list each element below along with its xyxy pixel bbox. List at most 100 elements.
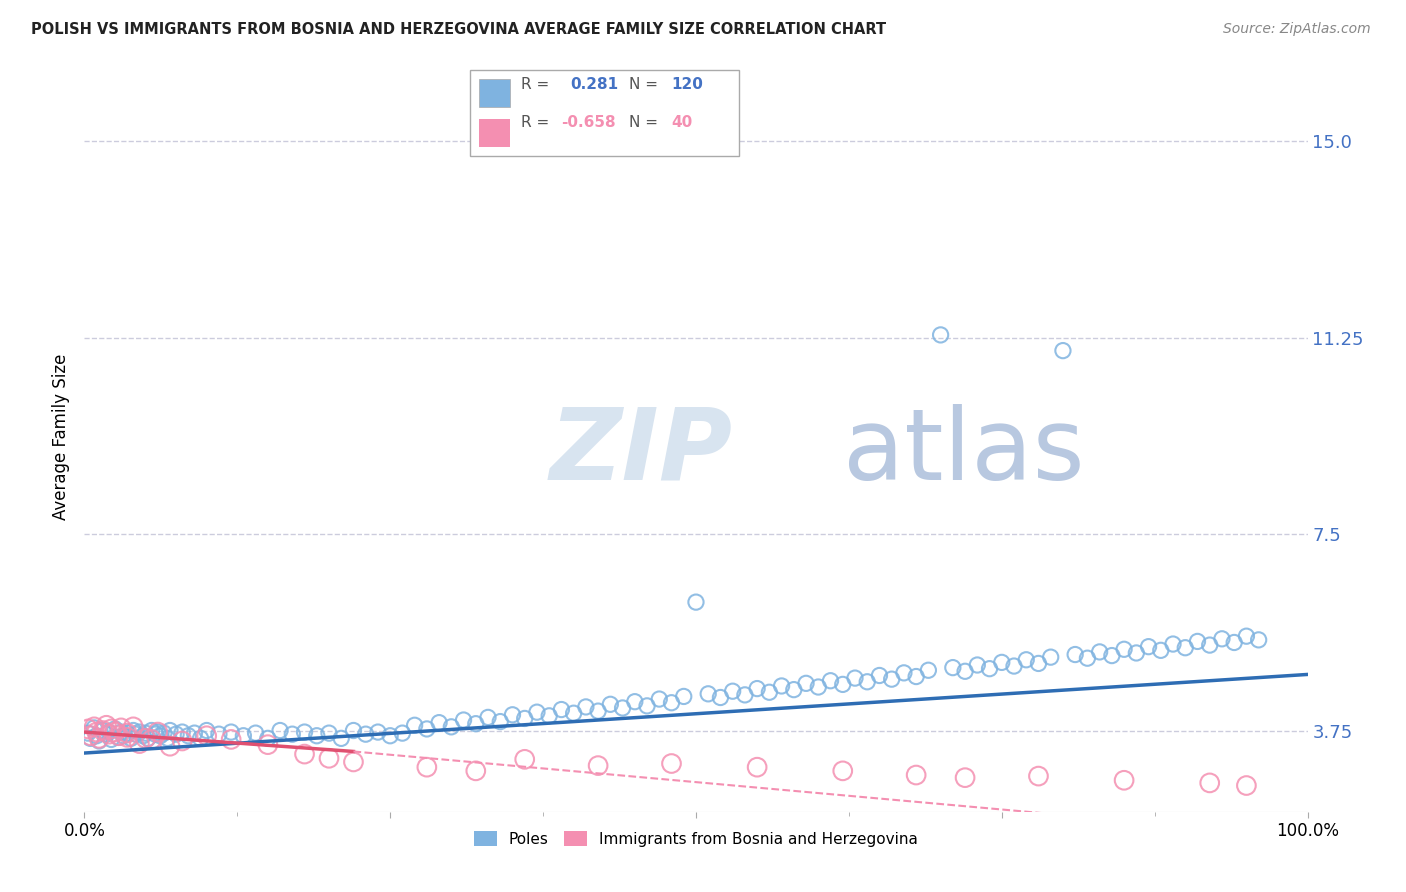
Point <box>87 731 110 746</box>
Point <box>96 727 118 741</box>
Text: N =: N = <box>628 78 658 93</box>
Point <box>1161 637 1184 651</box>
Point <box>709 690 731 705</box>
Point <box>1198 776 1220 790</box>
Point <box>97 725 120 739</box>
Point <box>107 731 129 745</box>
Point <box>1114 642 1136 657</box>
Point <box>159 723 181 738</box>
Point <box>1198 638 1220 652</box>
Point <box>294 725 316 739</box>
Point <box>330 731 353 746</box>
Point <box>318 751 340 765</box>
Point <box>100 722 122 736</box>
Text: Source: ZipAtlas.com: Source: ZipAtlas.com <box>1223 22 1371 37</box>
Point <box>128 725 150 739</box>
Point <box>953 665 976 679</box>
Point <box>416 722 439 736</box>
Point <box>747 681 769 696</box>
Point <box>489 714 512 729</box>
Point <box>880 672 903 686</box>
Point <box>427 715 450 730</box>
Point <box>141 732 163 747</box>
Point <box>269 723 291 738</box>
Point <box>538 709 561 723</box>
Point <box>661 756 683 771</box>
Point <box>77 722 100 736</box>
Text: 120: 120 <box>672 78 703 93</box>
Point <box>905 768 928 782</box>
Point <box>513 711 536 725</box>
Point <box>856 674 879 689</box>
Point <box>149 729 172 743</box>
Point <box>305 729 328 743</box>
Point <box>636 698 658 713</box>
Point <box>91 723 114 738</box>
Point <box>747 760 769 774</box>
Point <box>1150 643 1173 657</box>
Point <box>165 727 187 741</box>
Point <box>1137 640 1160 654</box>
Point <box>120 731 142 746</box>
Point <box>502 707 524 722</box>
Point <box>96 718 118 732</box>
Point <box>1223 635 1246 649</box>
Point <box>146 725 169 739</box>
Point <box>685 595 707 609</box>
Point <box>783 682 806 697</box>
Point <box>1247 632 1270 647</box>
Point <box>172 725 194 739</box>
Point <box>294 747 316 761</box>
Point <box>281 727 304 741</box>
Text: atlas: atlas <box>842 403 1084 500</box>
Point <box>208 727 231 741</box>
Point <box>1052 343 1074 358</box>
Legend: Poles, Immigrants from Bosnia and Herzegovina: Poles, Immigrants from Bosnia and Herzeg… <box>468 824 924 853</box>
Point <box>844 671 866 685</box>
Point <box>107 729 129 743</box>
Point <box>177 729 200 743</box>
Point <box>477 710 499 724</box>
Point <box>905 669 928 683</box>
Point <box>1002 659 1025 673</box>
Point <box>153 726 176 740</box>
Point <box>342 755 364 769</box>
Point <box>1174 640 1197 655</box>
Point <box>869 668 891 682</box>
Bar <box>479 119 510 147</box>
Point <box>1236 629 1258 643</box>
Point <box>1125 646 1147 660</box>
Point <box>953 771 976 785</box>
Point <box>245 726 267 740</box>
Point <box>1211 632 1233 646</box>
Point <box>942 660 965 674</box>
Point <box>464 716 486 731</box>
Point <box>1028 657 1050 671</box>
Point <box>513 752 536 766</box>
Point <box>232 729 254 743</box>
Text: R =: R = <box>522 115 550 130</box>
Text: 40: 40 <box>672 115 693 130</box>
Point <box>1101 648 1123 663</box>
Point <box>758 685 780 699</box>
Point <box>391 726 413 740</box>
Point <box>87 734 110 748</box>
Point <box>79 729 101 743</box>
Point <box>1088 645 1111 659</box>
Bar <box>479 78 510 107</box>
Point <box>697 687 720 701</box>
Point <box>86 729 108 743</box>
Point <box>342 723 364 738</box>
Point <box>440 720 463 734</box>
Point <box>1028 769 1050 783</box>
Point <box>79 731 101 746</box>
Point <box>91 723 114 738</box>
Text: N =: N = <box>628 115 658 130</box>
Point <box>575 700 598 714</box>
Point <box>115 726 138 740</box>
Point <box>416 760 439 774</box>
Point <box>917 663 939 677</box>
Point <box>661 696 683 710</box>
Point <box>135 731 157 746</box>
Point <box>1114 773 1136 788</box>
